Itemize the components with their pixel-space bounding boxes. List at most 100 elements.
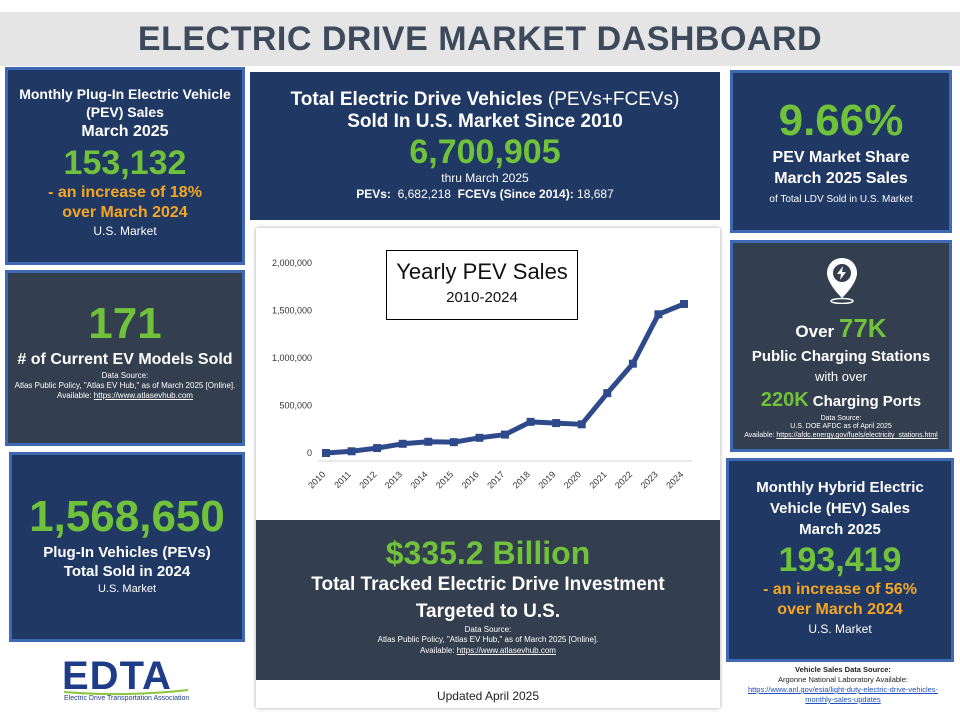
models-value: 171 <box>88 299 162 348</box>
data-point <box>475 433 484 442</box>
charging-stations-line: Over 77K <box>733 313 949 347</box>
market-share-line-2: March 2025 Sales <box>774 170 908 187</box>
x-tick-label: 2023 <box>639 469 660 490</box>
data-point <box>501 430 509 439</box>
pev-monthly-value: 153,132 <box>63 144 187 182</box>
charging-source-link[interactable]: https://afdc.energy.gov/fuels/electricit… <box>776 432 938 439</box>
market-share-line-1: PEV Market Share <box>772 149 910 166</box>
vehicle-source-line-2: Argonne National Laboratory Available: <box>778 675 908 684</box>
pev-monthly-month: March 2025 <box>81 123 169 140</box>
total-ev-breakdown: PEVs: 6,682,218 FCEVs (Since 2014): 18,6… <box>253 185 717 203</box>
market-share-value: 9.66% <box>778 96 904 145</box>
y-tick-label: 0 <box>307 448 312 458</box>
models-source-link[interactable]: https://www.atlasevhub.com <box>93 391 193 400</box>
x-tick-label: 2016 <box>460 469 481 490</box>
charging-ports-line: 220K Charging Ports <box>733 387 949 415</box>
pev-monthly-panel: Monthly Plug-In Electric Vehicle (PEV) S… <box>5 67 245 265</box>
x-tick-label: 2010 <box>306 469 327 490</box>
data-point <box>526 417 535 426</box>
x-tick-label: 2018 <box>511 469 532 490</box>
header-bar: ELECTRIC DRIVE MARKET DASHBOARD <box>0 12 960 66</box>
pev-2024-line-2: Total Sold in 2024 <box>63 563 191 580</box>
total-ev-value: 6,700,905 <box>409 133 561 171</box>
investment-source-label: Available: <box>420 646 457 655</box>
x-tick-label: 2012 <box>357 469 378 490</box>
total-ev-thru: thru March 2025 <box>441 171 529 185</box>
investment-source-link[interactable]: https://www.atlasevhub.com <box>456 646 556 655</box>
hev-market: U.S. Market <box>808 622 872 636</box>
charging-with-over: with over <box>814 369 868 384</box>
charging-station-pin-icon <box>827 258 857 304</box>
x-tick-label: 2019 <box>536 469 557 490</box>
models-source-label: Available: <box>57 391 94 400</box>
hev-change-1: - an increase of 56% <box>763 581 917 598</box>
market-share-panel: 9.66% PEV Market Share March 2025 Sales … <box>730 70 952 233</box>
models-source-2: Atlas Public Policy, "Atlas EV Hub," as … <box>14 381 236 390</box>
charging-stations-value: 77K <box>838 313 887 343</box>
investment-panel: $335.2 Billion Total Tracked Electric Dr… <box>256 520 720 680</box>
investment-line-1: Total Tracked Electric Drive Investment <box>311 574 665 595</box>
x-tick-label: 2011 <box>332 469 353 490</box>
hev-change-2: over March 2024 <box>777 601 903 618</box>
market-share-line-3: of Total LDV Sold in U.S. Market <box>769 194 913 205</box>
y-tick-label: 2,000,000 <box>272 258 312 268</box>
vehicle-source-link-1[interactable]: https://www.anl.gov/esia/light-duty-elec… <box>747 685 939 694</box>
pev-monthly-change-2: over March 2024 <box>62 204 188 221</box>
data-point <box>373 444 382 453</box>
edta-logo: EDTA Electric Drive Transportation Assoc… <box>62 654 192 706</box>
x-tick-label: 2022 <box>613 469 634 490</box>
data-point <box>577 420 586 429</box>
pev-monthly-title-1: Monthly Plug-In Electric Vehicle <box>19 86 231 102</box>
y-tick-label: 1,000,000 <box>272 353 312 363</box>
data-point <box>654 310 663 319</box>
charging-source-2: U.S. DOE AFDC as of April 2025 <box>790 423 892 430</box>
hev-title-1: Monthly Hybrid Electric <box>756 479 924 496</box>
investment-source-1: Data Source: <box>464 625 512 634</box>
x-tick-label: 2020 <box>562 469 583 490</box>
y-tick-label: 500,000 <box>279 401 312 411</box>
models-source-1: Data Source: <box>101 371 149 380</box>
pev-2024-market: U.S. Market <box>97 583 157 595</box>
pevs-label: PEVs: <box>356 187 391 201</box>
pev-monthly-market: U.S. Market <box>93 224 157 238</box>
vehicle-source-title: Vehicle Sales Data Source: <box>795 665 891 674</box>
data-point <box>398 439 407 448</box>
logo-swoosh-icon <box>63 689 189 696</box>
y-tick-label: 1,500,000 <box>272 306 312 316</box>
data-point <box>680 299 688 308</box>
investment-source-2: Atlas Public Policy, "Atlas EV Hub," as … <box>377 635 599 644</box>
hev-monthly-panel: Monthly Hybrid Electric Vehicle (HEV) Sa… <box>726 458 954 662</box>
x-tick-label: 2015 <box>434 469 455 490</box>
total-ev-panel: Total Electric Drive Vehicles (PEVs+FCEV… <box>250 72 720 220</box>
pev-2024-panel: 1,568,650 Plug-In Vehicles (PEVs) Total … <box>9 452 245 642</box>
chart-subtitle: 2010-2024 <box>446 289 518 306</box>
investment-value: $335.2 Billion <box>385 535 591 571</box>
logo-subtitle: Electric Drive Transportation Associatio… <box>64 695 190 702</box>
hev-title-2: Vehicle (HEV) Sales <box>769 500 911 517</box>
charging-ports-label: Charging Ports <box>808 393 922 410</box>
updated-date: Updated April 2025 <box>436 689 540 703</box>
data-point <box>322 449 330 457</box>
hev-month: March 2025 <box>799 521 881 538</box>
data-point <box>449 438 458 447</box>
data-point <box>603 389 612 398</box>
vehicle-sales-source: Vehicle Sales Data Source: Argonne Natio… <box>738 665 948 705</box>
models-label: # of Current EV Models Sold <box>17 351 233 368</box>
data-point <box>347 447 356 456</box>
total-ev-title-1: Total Electric Drive Vehicles (PEVs+FCEV… <box>253 89 717 111</box>
charging-over: Over <box>795 322 839 341</box>
total-ev-title-bold: Total Electric Drive Vehicles <box>290 89 543 110</box>
data-point <box>552 419 561 428</box>
charging-source-label: Available: <box>744 432 777 439</box>
vehicle-source-link-2[interactable]: monthly-sales-updates <box>805 695 881 704</box>
logo-text: EDTA <box>62 654 172 698</box>
fcevs-value: 18,687 <box>577 187 614 201</box>
pev-monthly-change-1: - an increase of 18% <box>48 184 202 201</box>
charging-panel: Over 77K Public Charging Stations with o… <box>730 240 952 452</box>
data-point <box>424 437 433 446</box>
chart-title: Yearly PEV Sales <box>396 259 568 284</box>
pev-2024-value: 1,568,650 <box>29 492 225 541</box>
charging-source-3: Available: https://afdc.energy.gov/fuels… <box>733 431 949 440</box>
fcevs-label: FCEVs (Since 2014): <box>457 187 574 201</box>
